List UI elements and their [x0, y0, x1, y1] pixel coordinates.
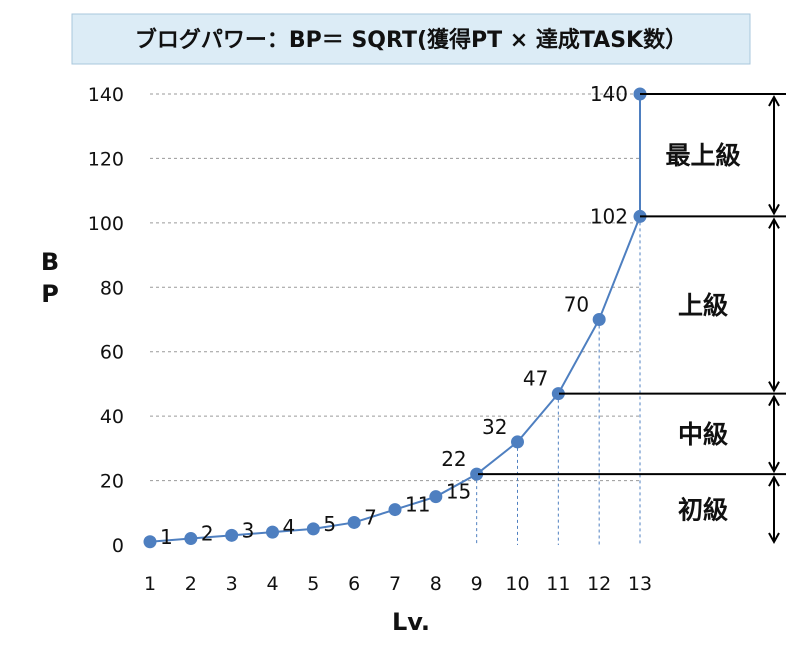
arrowhead-bottom-102 — [768, 203, 780, 216]
title-text: ブログパワー：BP＝ SQRT(獲得PT × 達成TASK数） — [135, 27, 687, 53]
data-point-7 — [347, 515, 361, 529]
data-label-102: 102 — [590, 204, 628, 228]
x-tick-12: 12 — [587, 573, 611, 595]
y-tick-0: 0 — [112, 535, 124, 557]
x-tick-1: 1 — [144, 573, 156, 595]
data-label-32: 32 — [482, 415, 507, 439]
y-tick-60: 60 — [100, 342, 124, 364]
data-label-7: 7 — [364, 505, 377, 529]
level-label-22: 中級 — [678, 420, 728, 449]
data-label-1: 1 — [160, 525, 173, 549]
data-label-15: 15 — [446, 480, 471, 504]
data-point-3 — [225, 528, 239, 542]
data-label-11: 11 — [405, 493, 430, 517]
x-tick-4: 4 — [266, 573, 278, 595]
data-point-32 — [511, 435, 524, 449]
data-label-140: 140 — [590, 82, 628, 106]
x-tick-5: 5 — [307, 573, 319, 595]
y-tick-140: 140 — [88, 84, 124, 106]
y-axis-label-char: P — [41, 280, 59, 308]
title-box — [71, 13, 751, 65]
arrowhead-bottom-47 — [768, 381, 780, 393]
x-tick-10: 10 — [505, 573, 529, 595]
arrowhead-top-0 — [768, 475, 780, 487]
level-label-0: 初級 — [678, 496, 728, 525]
x-tick-labels: 1 2 3 4 5 6 7 8 9 10 11 12 13 — [144, 573, 652, 595]
bp-series — [143, 87, 647, 549]
data-point-1 — [143, 535, 157, 549]
level-label-102: 最上級 — [665, 141, 740, 170]
x-tick-6: 6 — [348, 573, 360, 595]
y-tick-40: 40 — [100, 406, 124, 428]
arrowhead-bottom-22 — [768, 461, 780, 474]
y-tick-100: 100 — [88, 213, 124, 235]
y-tick-120: 120 — [88, 148, 124, 170]
x-tick-7: 7 — [389, 573, 401, 595]
x-tick-8: 8 — [430, 573, 442, 595]
x-tick-9: 9 — [471, 573, 483, 595]
x-tick-2: 2 — [185, 573, 197, 595]
level-label-47: 上級 — [678, 291, 728, 320]
data-label-5: 5 — [323, 512, 336, 536]
gridlines — [150, 93, 640, 482]
data-label-3: 3 — [242, 518, 255, 542]
data-point-5 — [306, 522, 320, 536]
data-point-2 — [184, 532, 198, 546]
arrowhead-top-22 — [768, 394, 780, 407]
data-label-4: 4 — [283, 515, 296, 539]
data-point-70 — [592, 313, 606, 326]
data-label-2: 2 — [201, 522, 214, 546]
arrowhead-bottom-0 — [768, 532, 780, 545]
y-axis-label-char: B — [41, 248, 59, 276]
y-tick-20: 20 — [100, 471, 124, 493]
data-point-4 — [266, 525, 279, 539]
y-tick-80: 80 — [100, 277, 124, 299]
data-point-22 — [470, 467, 484, 481]
x-tick-11: 11 — [546, 573, 570, 595]
x-axis-label: Lv. — [392, 608, 430, 636]
data-labels: 1 2 3 4 5 7 11 15 22 32 47 70 102 140 — [160, 82, 628, 549]
data-label-22: 22 — [441, 447, 466, 471]
arrowhead-top-102 — [768, 94, 780, 107]
x-tick-3: 3 — [226, 573, 238, 595]
x-tick-13: 13 — [628, 573, 652, 595]
series-line — [149, 94, 641, 543]
data-point-15 — [429, 490, 443, 504]
data-point-11 — [388, 503, 402, 517]
y-tick-labels: 0 20 40 60 80 100 120 140 — [88, 84, 124, 557]
chart-title: ブログパワー：BP＝ SQRT(獲得PT × 達成TASK数） — [71, 13, 751, 65]
data-label-47: 47 — [523, 367, 548, 391]
data-label-70: 70 — [564, 293, 589, 317]
data-point-47 — [551, 387, 565, 401]
arrowhead-top-47 — [768, 217, 780, 229]
level-guide-lines — [476, 216, 641, 545]
